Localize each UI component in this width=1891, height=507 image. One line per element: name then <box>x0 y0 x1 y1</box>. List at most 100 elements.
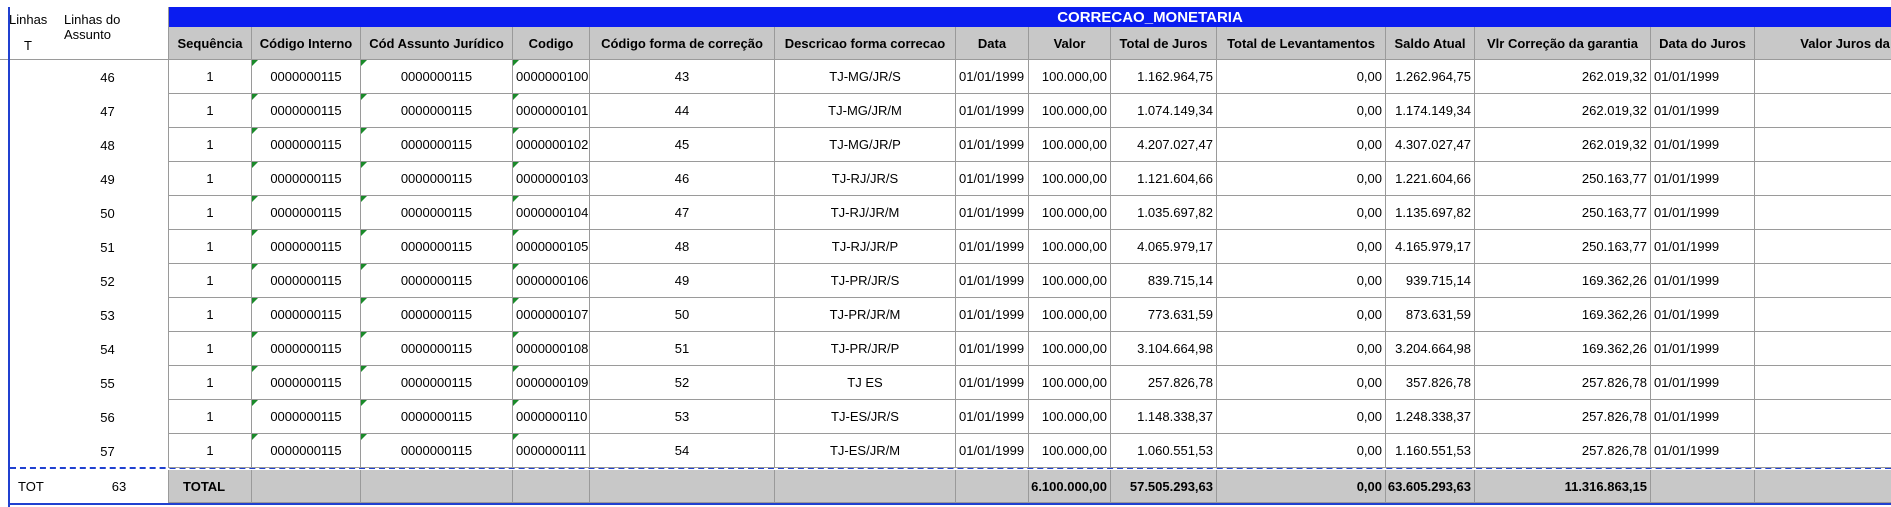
cell: 0000000115 <box>252 366 361 400</box>
cell: 0000000115 <box>361 60 513 94</box>
cell: 01/01/1999 <box>956 298 1029 332</box>
cell: 100.000,00 <box>1029 94 1111 128</box>
cell: 0000000109 <box>513 366 590 400</box>
cell: 250.163,77 <box>1475 162 1651 196</box>
cell: 0000000103 <box>513 162 590 196</box>
cell: 01/01/1999 <box>1651 162 1755 196</box>
cell: TJ-PR/JR/P <box>775 332 956 366</box>
cell: 0000000115 <box>361 298 513 332</box>
cell: 100.000,00 <box>1029 196 1111 230</box>
cell: 0000000111 <box>513 434 590 468</box>
column-header: Código Interno <box>252 27 361 60</box>
cell: TJ-ES/JR/S <box>775 400 956 434</box>
cell: TJ-RJ/JR/M <box>775 196 956 230</box>
cell: 0,00 <box>1217 366 1386 400</box>
cell: 0000000115 <box>361 162 513 196</box>
cell: 01/01/1999 <box>1651 230 1755 264</box>
column-header: Valor <box>1029 27 1111 60</box>
cell: 01/01/1999 <box>956 196 1029 230</box>
cell: 01/01/1999 <box>956 264 1029 298</box>
cell: 1.135.697,82 <box>1386 196 1475 230</box>
cell: 0000000115 <box>252 60 361 94</box>
cell: 0,00 <box>1217 400 1386 434</box>
total-cell: 6.100.000,00 <box>1029 470 1111 503</box>
total-cell <box>956 470 1029 503</box>
cell: 48 <box>590 230 775 264</box>
cell: 1 <box>169 332 252 366</box>
column-header: Data do Juros <box>1651 27 1755 60</box>
column-header: Cód Assunto Jurídico <box>361 27 513 60</box>
cell: 100.000,00 <box>1029 298 1111 332</box>
header-label: Linhas <box>9 12 48 27</box>
cell: 1 <box>169 298 252 332</box>
cell: 4.165.979,17 <box>1386 230 1475 264</box>
cell: 0,00 <box>1217 434 1386 468</box>
cell: 3.945. <box>1755 128 1891 162</box>
cell: 01/01/1999 <box>1651 400 1755 434</box>
total-cell: 63.605.293,63 <box>1386 470 1475 503</box>
total-cell: 46.040. <box>1755 470 1891 503</box>
cell: 0000000115 <box>252 196 361 230</box>
cell: TJ-PR/JR/M <box>775 298 956 332</box>
column-header: Descricao forma correcao <box>775 27 956 60</box>
cell: 0000000115 <box>252 94 361 128</box>
column-header: Total de Juros <box>1111 27 1217 60</box>
cell: 257.826,78 <box>1475 434 1651 468</box>
line-number: 54 <box>10 332 169 366</box>
cell: 01/01/1999 <box>1651 298 1755 332</box>
cell: 0000000108 <box>513 332 590 366</box>
cell: 169.362,26 <box>1475 332 1651 366</box>
cell: 1.035.697,82 <box>1111 196 1217 230</box>
column-header: Data <box>956 27 1029 60</box>
cell: 0,00 <box>1217 162 1386 196</box>
cell: 01/01/1999 <box>956 332 1029 366</box>
line-number: 57 <box>10 434 169 468</box>
cell: 785. <box>1755 196 1891 230</box>
total-cell <box>1651 470 1755 503</box>
cell: 100.000,00 <box>1029 128 1111 162</box>
column-header: Valor Juros da gar <box>1755 27 1891 60</box>
cell: 604. <box>1755 298 1891 332</box>
line-number: 52 <box>10 264 169 298</box>
cell: TJ-MG/JR/S <box>775 60 956 94</box>
cell: 01/01/1999 <box>956 230 1029 264</box>
line-number: 53 <box>10 298 169 332</box>
cell: 0000000115 <box>361 94 513 128</box>
cell: 0000000115 <box>252 434 361 468</box>
cell: 0000000115 <box>361 264 513 298</box>
cell: 3.104.664,98 <box>1111 332 1217 366</box>
cell: 1.262.964,75 <box>1386 60 1475 94</box>
cell: 0000000115 <box>252 332 361 366</box>
cell: 47 <box>590 196 775 230</box>
cell: 100.000,00 <box>1029 400 1111 434</box>
cell: 1.160.551,53 <box>1386 434 1475 468</box>
cell: 1.221.604,66 <box>1386 162 1475 196</box>
total-cell <box>590 470 775 503</box>
cell: 01/01/1999 <box>956 60 1029 94</box>
cell: 01/01/1999 <box>1651 434 1755 468</box>
cell: 0,00 <box>1217 94 1386 128</box>
cell: 0000000115 <box>361 196 513 230</box>
cell: 0,00 <box>1217 230 1386 264</box>
cell: TJ-RJ/JR/S <box>775 162 956 196</box>
total-cell: 11.316.863,15 <box>1475 470 1651 503</box>
cell: 4.207.027,47 <box>1111 128 1217 162</box>
total-cell: TOTAL <box>169 470 252 503</box>
cell: 1 <box>169 434 252 468</box>
cell: 01/01/1999 <box>956 128 1029 162</box>
cell: 1 <box>169 196 252 230</box>
sheet-title: CORRECAO_MONETARIA <box>1057 8 1243 26</box>
header-label: Linhas do Assunto <box>64 12 121 42</box>
cell: 100.000,00 <box>1029 332 1111 366</box>
cell: 357.826,78 <box>1386 366 1475 400</box>
cell: 257.826,78 <box>1475 400 1651 434</box>
column-header: Codigo <box>513 27 590 60</box>
cell: 01/01/1999 <box>1651 332 1755 366</box>
cell: 01/01/1999 <box>956 94 1029 128</box>
cell: 01/01/1999 <box>1651 196 1755 230</box>
cell: 100.000,00 <box>1029 264 1111 298</box>
cell: 1 <box>169 162 252 196</box>
cell: 0000000104 <box>513 196 590 230</box>
cell: 100.000,00 <box>1029 366 1111 400</box>
